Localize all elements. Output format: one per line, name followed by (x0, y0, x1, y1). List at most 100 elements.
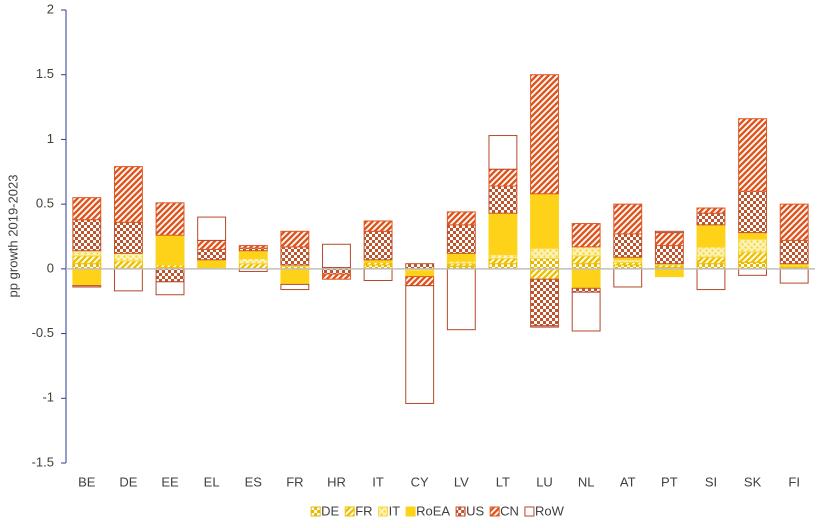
bar-segment (405, 276, 435, 287)
bar-segment (155, 234, 185, 266)
bar-segment (530, 278, 559, 327)
x-tick-label: IT (372, 474, 384, 489)
y-tick-label: 0 (47, 260, 54, 275)
legend-swatch (524, 506, 535, 517)
bar-segment (654, 268, 684, 278)
y-tick-label: -0.5 (32, 325, 54, 340)
x-tick-label: DE (119, 474, 137, 489)
bar-segment (779, 268, 809, 284)
legend-label: IT (389, 503, 401, 518)
y-tick-label: -1.5 (32, 454, 54, 469)
bar-segment (238, 258, 268, 265)
bar-segment (113, 268, 143, 292)
x-tick-label: FR (286, 474, 303, 489)
bar-segment (530, 258, 559, 270)
bar-segment (696, 263, 726, 270)
bar-segment (488, 212, 518, 256)
x-tick-label: SI (705, 474, 717, 489)
x-tick-label: NL (578, 474, 595, 489)
bar-segment (488, 168, 518, 187)
x-tick-label: SK (744, 474, 762, 489)
bar-segment (280, 246, 310, 266)
bar-segment (238, 263, 268, 270)
bar-segment (72, 268, 102, 287)
x-tick-label: EL (204, 474, 220, 489)
x-tick-label: HR (327, 474, 346, 489)
legend-label: RoW (535, 503, 565, 518)
bar-segment (530, 74, 559, 195)
y-tick-label: 1 (47, 131, 54, 146)
bar-segment (446, 224, 476, 254)
bar-segment (779, 203, 809, 241)
bar-segment (488, 263, 518, 270)
bar-segment (488, 258, 518, 265)
bar-segment (654, 230, 684, 234)
bar-segment (571, 255, 601, 265)
legend-label: US (466, 503, 484, 518)
y-tick-label: 2 (47, 1, 54, 16)
legend-swatch (489, 506, 500, 517)
bar-segment (197, 248, 227, 261)
legend-swatch (378, 506, 389, 517)
legend: DE FR IT RoEA US CN RoW (310, 503, 565, 518)
legend-swatch (344, 506, 355, 517)
bar-segment (405, 270, 435, 278)
bar-segment (571, 263, 601, 270)
legend-label: RoEA (416, 503, 450, 518)
bar-segment (363, 230, 393, 261)
bar-segment (363, 220, 393, 232)
legend-swatch (405, 506, 416, 517)
bar-segment (405, 285, 435, 404)
bar-segment (738, 261, 768, 270)
bar-segment (696, 256, 726, 265)
bar-segment (571, 246, 601, 257)
bar-segment (654, 232, 684, 247)
bar-segment (530, 325, 559, 328)
bar-segment (113, 166, 143, 223)
bar-segment (446, 268, 476, 331)
bar-segment (571, 223, 601, 248)
x-tick-label: FI (788, 474, 800, 489)
bar-segment (322, 273, 351, 280)
bar-segment (738, 232, 768, 240)
legend-swatch (310, 506, 321, 517)
bar-segment (571, 287, 601, 293)
bar-segment (280, 268, 310, 285)
bar-segment (571, 268, 601, 289)
bar-segment (696, 212, 726, 226)
bar-segment (696, 246, 726, 258)
bar-segment (738, 238, 768, 253)
bar-segment (197, 239, 227, 250)
bar-segment (530, 193, 559, 249)
bar-segment (72, 255, 102, 265)
bar-segment (72, 219, 102, 252)
x-tick-label: LU (536, 474, 553, 489)
bar-segment (405, 263, 435, 270)
bar-segment (696, 224, 726, 248)
bar-segment (72, 197, 102, 221)
bar-segment (738, 118, 768, 192)
bar-segment (613, 268, 643, 288)
x-tick-label: LT (496, 474, 510, 489)
bar-segment (197, 259, 227, 269)
x-tick-label: BE (78, 474, 96, 489)
x-tick-label: LV (454, 474, 469, 489)
bar-segment (530, 268, 559, 280)
bar-segment (738, 251, 768, 263)
bar-segment (72, 285, 102, 288)
bar-segment (155, 268, 185, 283)
bar-segment (779, 239, 809, 265)
bar-segment (155, 281, 185, 296)
bar-segment (613, 203, 643, 235)
bar-segment (280, 283, 310, 291)
bar-segment (113, 252, 143, 262)
bar-segment (446, 252, 476, 262)
bar-segment (488, 185, 518, 214)
bar-segment (613, 233, 643, 258)
legend-label: FR (355, 503, 372, 518)
bar-segment (654, 245, 684, 265)
x-tick-label: CY (411, 474, 429, 489)
legend-label: DE (321, 503, 339, 518)
bar-segment (696, 268, 726, 291)
